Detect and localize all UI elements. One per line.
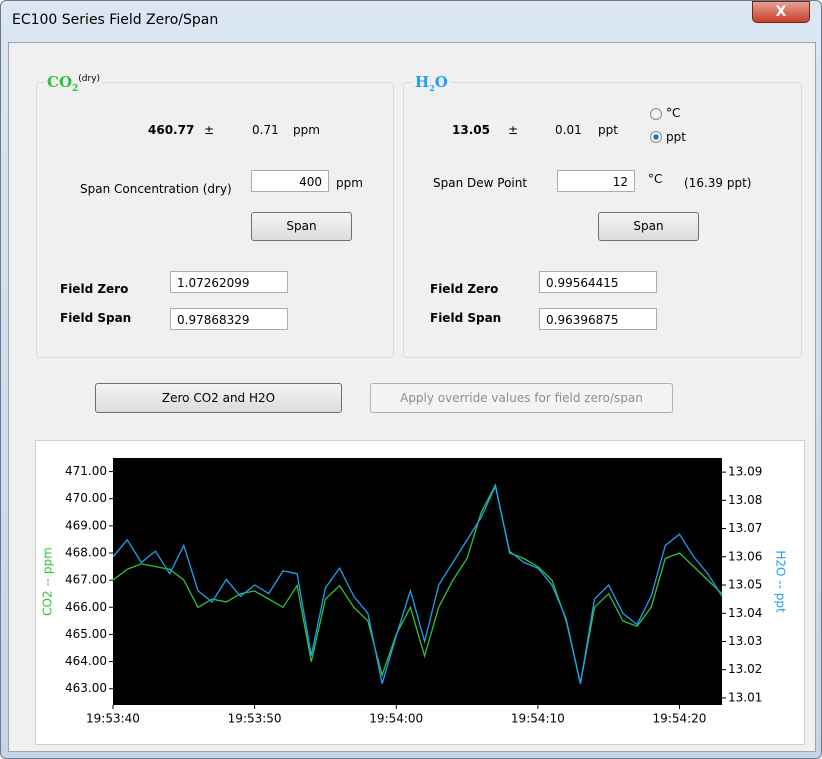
radio-ppt[interactable] xyxy=(650,131,662,143)
h2o-span-input[interactable]: 12 xyxy=(557,170,635,192)
close-button[interactable]: X xyxy=(752,1,810,23)
radio-c[interactable] xyxy=(650,108,662,120)
x-tick-label: 19:53:50 xyxy=(228,712,282,726)
h2o-label-rest: O xyxy=(434,73,448,91)
h2o-uncertainty: 0.01 xyxy=(555,123,582,137)
series-line xyxy=(112,483,723,684)
h2o-field-zero[interactable]: 0.99564415 xyxy=(539,271,657,293)
co2-span-button[interactable]: Span xyxy=(251,212,352,241)
co2-field-span[interactable]: 0.97868329 xyxy=(170,308,288,330)
x-tick-label: 19:54:00 xyxy=(369,712,423,726)
co2-unit: ppm xyxy=(293,123,320,137)
x-tick-label: 19:54:10 xyxy=(511,712,565,726)
co2-span-input[interactable]: 400 xyxy=(251,170,329,192)
y2-tick-label: 13.06 xyxy=(728,549,762,563)
y-tick-label: 469.00 xyxy=(65,518,107,532)
h2o-pm: ± xyxy=(508,123,519,137)
x-tick-label: 19:53:40 xyxy=(86,712,140,726)
y-tick-label: 465.00 xyxy=(65,627,107,641)
plot-area xyxy=(113,458,722,705)
co2-span-label: Span Concentration (dry) xyxy=(80,182,232,196)
co2-sup: (dry) xyxy=(78,74,101,84)
y2-tick-label: 13.08 xyxy=(728,493,762,507)
h2o-span-equiv: (16.39 ppt) xyxy=(684,176,752,190)
y-tick-label: 464.00 xyxy=(65,654,107,668)
y-tick-label: 471.00 xyxy=(65,464,107,478)
y2-axis-label: H2O -- ppt xyxy=(774,550,788,613)
co2-label: CO2(dry) xyxy=(44,73,104,94)
h2o-label-text: H xyxy=(415,73,430,91)
h2o-field-span-label: Field Span xyxy=(430,311,502,325)
y-axis-label: CO2 -- ppm xyxy=(41,547,55,616)
y2-tick-label: 13.03 xyxy=(728,634,762,648)
co2-uncertainty: 0.71 xyxy=(252,123,279,137)
y2-tick-label: 13.05 xyxy=(728,578,762,592)
h2o-span-unit: °C xyxy=(648,172,663,186)
co2-field-span-label: Field Span xyxy=(60,311,132,325)
co2-value: 460.77 xyxy=(148,123,195,137)
h2o-sub: 2 xyxy=(429,83,435,93)
y-tick-label: 463.00 xyxy=(65,681,107,695)
radio-ppt-label: ppt xyxy=(666,130,686,144)
apply-button[interactable]: Apply override values for field zero/spa… xyxy=(370,383,673,413)
y2-tick-label: 13.01 xyxy=(728,690,762,704)
co2-field-zero[interactable]: 1.07262099 xyxy=(170,271,288,293)
h2o-span-button[interactable]: Span xyxy=(598,212,699,241)
y2-tick-label: 13.02 xyxy=(728,662,762,676)
chart: 463.00 464.00 465.00 466.00 467.00 468.00 469.… xyxy=(41,458,788,726)
co2-span-unit: ppm xyxy=(336,176,363,190)
co2-label-text: CO xyxy=(47,73,73,91)
h2o-field-span[interactable]: 0.96396875 xyxy=(539,308,657,330)
co2-pm: ± xyxy=(204,123,215,137)
h2o-value: 13.05 xyxy=(452,123,490,137)
x-tick-label: 19:54:20 xyxy=(653,712,707,726)
y2-tick-label: 13.07 xyxy=(728,521,762,535)
series-line xyxy=(112,484,723,684)
h2o-span-label: Span Dew Point xyxy=(433,176,528,190)
h2o-label: H2O xyxy=(412,73,451,93)
window-title: EC100 Series Field Zero/Span xyxy=(12,12,219,28)
y-tick-label: 466.00 xyxy=(65,600,107,614)
co2-sub: 2 xyxy=(72,84,79,94)
h2o-field-zero-label: Field Zero xyxy=(430,282,499,296)
y-tick-label: 467.00 xyxy=(65,573,107,587)
y2-tick-label: 13.09 xyxy=(728,465,762,479)
y-tick-label: 470.00 xyxy=(65,491,107,505)
y-tick-label: 468.00 xyxy=(65,546,107,560)
co2-field-zero-label: Field Zero xyxy=(60,282,129,296)
zero-button[interactable]: Zero CO2 and H2O xyxy=(95,383,342,413)
radio-c-label: °C xyxy=(666,106,681,120)
h2o-unit: ppt xyxy=(598,123,618,137)
y2-tick-label: 13.04 xyxy=(728,606,762,620)
